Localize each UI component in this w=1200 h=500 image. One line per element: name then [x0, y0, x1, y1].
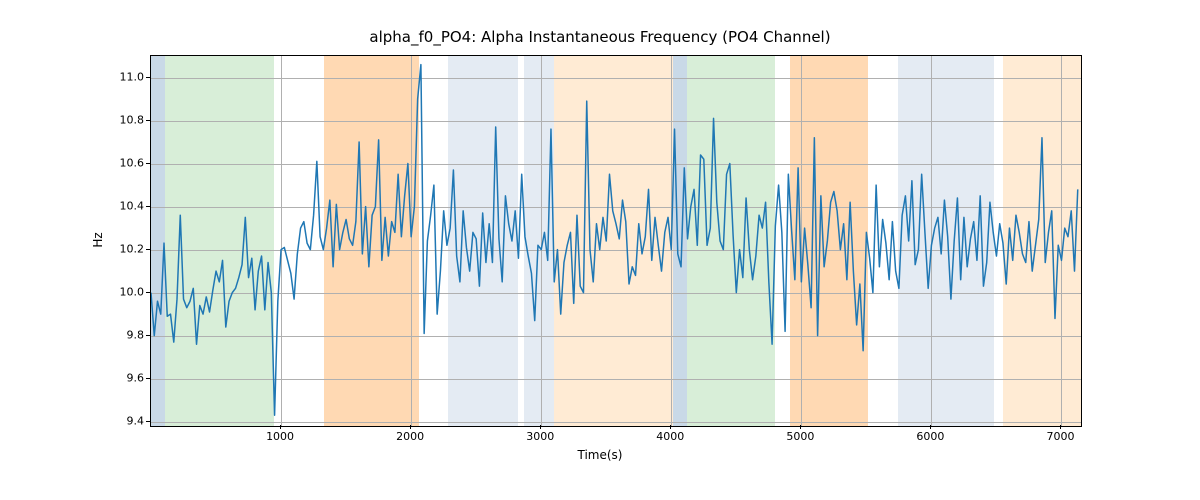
ytick-mark	[146, 292, 150, 293]
ytick-label: 10.2	[64, 242, 144, 255]
chart-container: alpha_f0_PO4: Alpha Instantaneous Freque…	[0, 0, 1200, 500]
xtick-mark	[800, 425, 801, 429]
xtick-mark	[540, 425, 541, 429]
line-svg	[151, 56, 1081, 426]
ytick-mark	[146, 421, 150, 422]
ytick-mark	[146, 335, 150, 336]
ytick-mark	[146, 206, 150, 207]
ytick-mark	[146, 120, 150, 121]
xtick-mark	[930, 425, 931, 429]
xtick-label: 1000	[266, 430, 294, 443]
xtick-label: 7000	[1046, 430, 1074, 443]
ytick-label: 10.8	[64, 113, 144, 126]
ytick-mark	[146, 77, 150, 78]
ytick-label: 9.6	[64, 371, 144, 384]
ytick-label: 10.4	[64, 199, 144, 212]
chart-title: alpha_f0_PO4: Alpha Instantaneous Freque…	[0, 28, 1200, 46]
xtick-mark	[670, 425, 671, 429]
ytick-mark	[146, 249, 150, 250]
ytick-label: 10.6	[64, 156, 144, 169]
xtick-label: 4000	[656, 430, 684, 443]
ytick-label: 9.8	[64, 328, 144, 341]
ytick-label: 9.4	[64, 414, 144, 427]
x-axis-label: Time(s)	[0, 448, 1200, 462]
xtick-mark	[1060, 425, 1061, 429]
ytick-label: 11.0	[64, 70, 144, 83]
xtick-label: 3000	[526, 430, 554, 443]
xtick-mark	[280, 425, 281, 429]
ytick-label: 10.0	[64, 285, 144, 298]
ytick-mark	[146, 378, 150, 379]
xtick-label: 2000	[396, 430, 424, 443]
xtick-mark	[410, 425, 411, 429]
xtick-label: 5000	[786, 430, 814, 443]
data-line	[151, 65, 1078, 416]
ytick-mark	[146, 163, 150, 164]
xtick-label: 6000	[916, 430, 944, 443]
plot-area	[150, 55, 1082, 427]
